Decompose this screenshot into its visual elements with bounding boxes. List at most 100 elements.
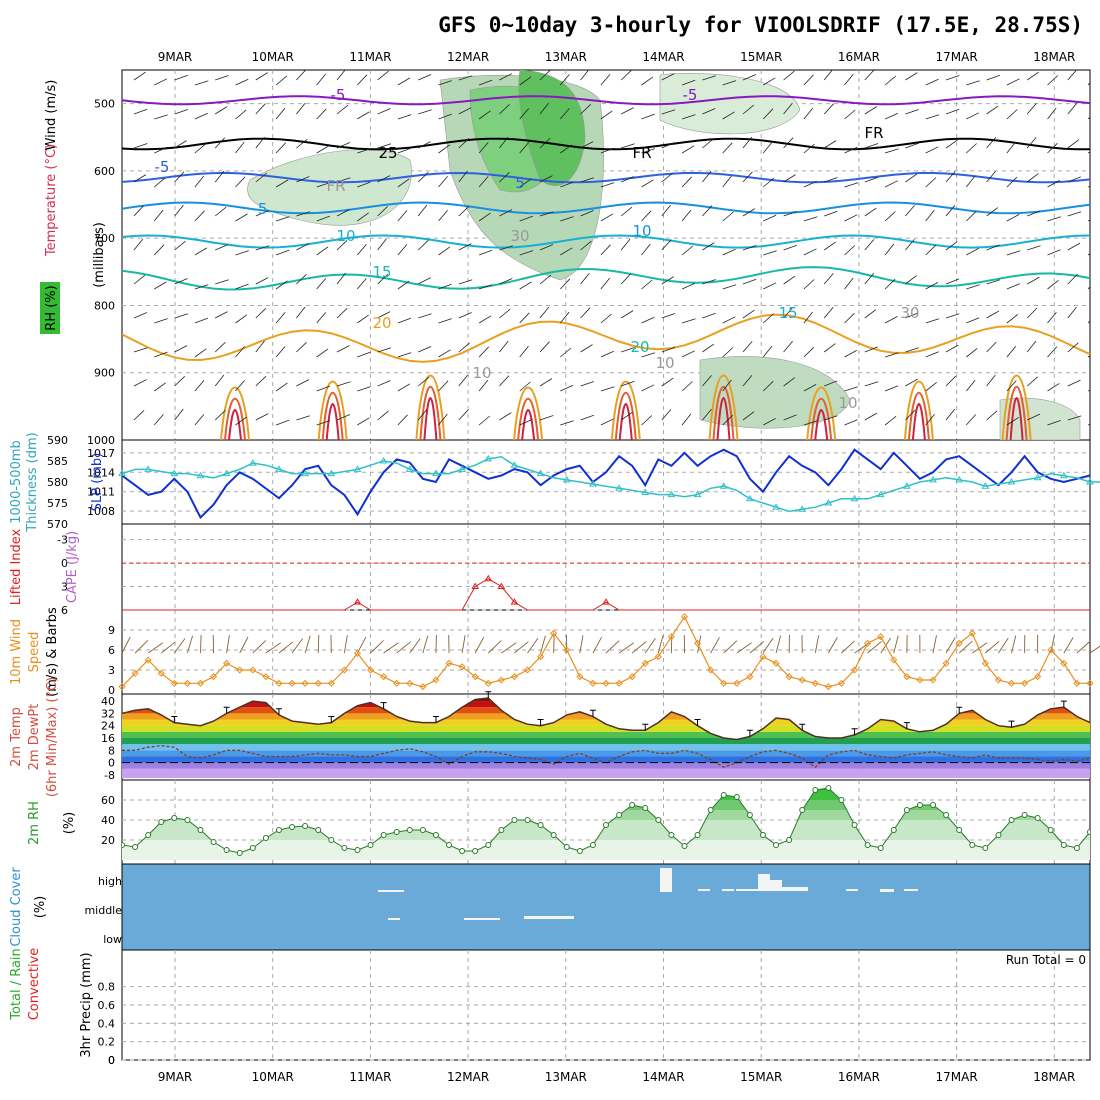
wind-speed-marker [589, 679, 597, 687]
thickness-marker [118, 469, 126, 477]
minmax-bar [746, 729, 753, 737]
wind-barb [1047, 311, 1057, 324]
wind-barb [1026, 137, 1037, 149]
y-tick-label: 8 [108, 744, 115, 757]
wind-barb [316, 385, 330, 392]
rh-marker [524, 817, 531, 823]
wind-barb [783, 377, 796, 387]
wind-barb [925, 114, 940, 120]
wind-barb [1047, 180, 1060, 188]
wind-barb [499, 209, 513, 217]
wind-barb [600, 350, 614, 358]
wind-barb [418, 346, 432, 353]
surface-wind-barb [814, 635, 820, 654]
isotherm-surface-spike [708, 374, 739, 440]
surface-wind-barb [1063, 637, 1074, 654]
wind-barb [823, 241, 836, 251]
wind-barb [763, 77, 776, 86]
wind-barb [1027, 276, 1040, 285]
surface-wind-barb [893, 635, 899, 654]
thickness-marker [432, 469, 440, 477]
wind-barb [214, 342, 226, 353]
contour-label: -5 [331, 86, 346, 104]
wind-barb [438, 380, 449, 392]
surface-wind-barb [631, 641, 647, 654]
date-label: 17MAR [936, 50, 978, 64]
wind-barb [641, 352, 656, 358]
wind-barb [357, 417, 370, 426]
wind-barb [905, 173, 918, 183]
thickness-marker [327, 469, 336, 477]
lifted-index-marker [353, 598, 362, 605]
wind-barb [803, 107, 814, 120]
wind-barb [641, 384, 655, 392]
wind-speed-marker [851, 666, 859, 674]
thickness-marker [1059, 471, 1068, 479]
wind-barb [965, 175, 976, 188]
surface-wind-barb [958, 640, 973, 654]
wind-barb [641, 148, 655, 154]
wind-speed-marker [445, 659, 453, 667]
thickness-marker [562, 475, 571, 483]
wind-barb [864, 381, 879, 387]
wind-speed-line [121, 615, 1090, 688]
wind-barb [133, 274, 146, 285]
wind-barb [783, 137, 794, 149]
wind-barb [1006, 283, 1020, 290]
wind-barb [966, 414, 976, 426]
minmax-bar [537, 719, 544, 726]
wind-barb [986, 105, 999, 115]
axis-title-rh-unit: (%) [62, 812, 77, 835]
wind-barb [763, 380, 774, 392]
minmax-bar [799, 723, 806, 731]
date-label: 10MAR [252, 1070, 294, 1084]
rh-marker [367, 842, 374, 848]
thickness-marker [589, 480, 597, 487]
rh-marker [589, 842, 596, 848]
wind-barb [763, 108, 774, 120]
wind-barb [255, 72, 268, 81]
wind-barb [499, 136, 509, 149]
wind-speed-marker [262, 673, 270, 681]
wind-barb [905, 347, 919, 353]
wind-barb [377, 274, 388, 285]
y-tick-label: 0.4 [98, 1017, 116, 1030]
minmax-bar [275, 708, 282, 715]
wind-barb [154, 146, 168, 154]
thickness-marker [876, 490, 885, 498]
wind-barb [357, 148, 371, 154]
isotherm-surface-spike [1001, 374, 1032, 440]
wind-barb [275, 142, 286, 154]
rh-marker [916, 802, 923, 808]
wind-barb [377, 70, 389, 81]
wind-barb [844, 277, 854, 290]
run-total-label: Run Total = 0 [1006, 953, 1086, 967]
surface-wind-barb [841, 640, 856, 654]
rh-marker [210, 839, 217, 845]
wind-speed-marker [785, 673, 793, 681]
wind-barb [235, 416, 248, 426]
wind-barb [397, 178, 410, 188]
wind-barb [620, 411, 633, 421]
y-tick-label: 0.6 [98, 999, 116, 1012]
surface-wind-barb [291, 638, 304, 654]
y-tick-label: 1014 [87, 466, 115, 479]
wind-barb [681, 209, 692, 222]
wind-barb [539, 102, 550, 115]
temp-band [122, 762, 1090, 769]
wind-barb [154, 351, 168, 358]
rh-marker [419, 827, 426, 833]
minmax-bar [380, 702, 387, 709]
surface-wind-barb [160, 641, 176, 654]
wind-barb [722, 80, 737, 86]
rh-marker [838, 797, 845, 803]
wind-barb [174, 74, 188, 81]
contour-label: 25 [378, 144, 397, 162]
wind-barb [417, 172, 429, 183]
wind-barb [316, 215, 330, 222]
wind-speed-marker [563, 646, 571, 654]
isotherm-5 [122, 171, 1090, 184]
wind-barb [539, 70, 551, 81]
rh-marker [171, 815, 178, 821]
wind-barb [620, 206, 633, 217]
